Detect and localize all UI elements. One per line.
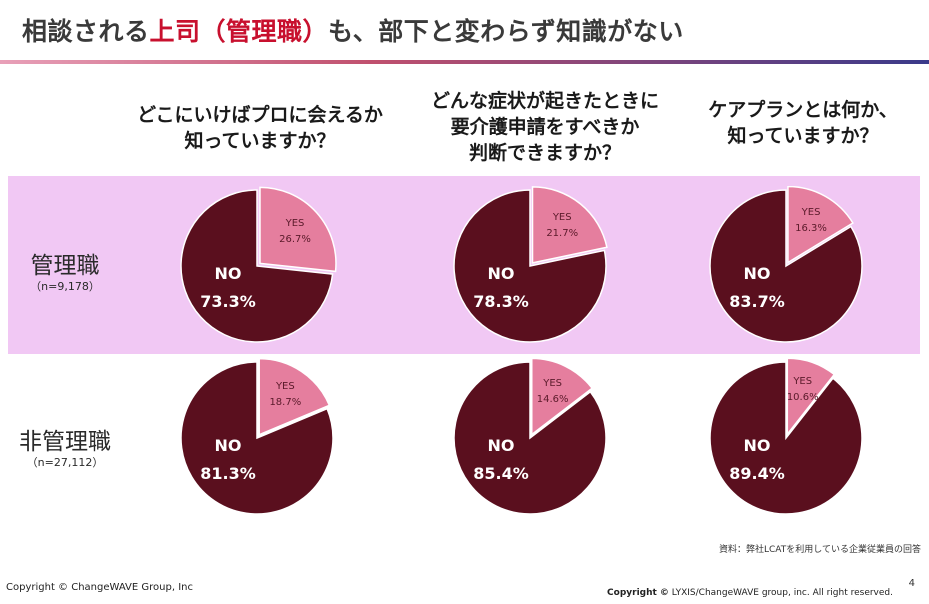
title-prefix: 相談される — [22, 17, 150, 46]
page-title: 相談される上司（管理職）も、部下と変わらず知識がない — [22, 12, 684, 48]
yes-category-label: YES — [285, 217, 305, 229]
yes-value-label: 16.3% — [795, 223, 827, 235]
yes-label: YES 10.6% — [779, 374, 827, 406]
yes-label: YES 26.7% — [271, 216, 319, 248]
no-category-label: NO — [214, 436, 242, 455]
no-value-label: 81.3% — [200, 464, 256, 483]
yes-label: YES 18.7% — [261, 379, 309, 411]
pie-svg — [709, 186, 863, 343]
row-label-manager-n: （n=9,178） — [30, 280, 100, 293]
yes-category-label: YES — [793, 375, 813, 387]
pie-chart-4: YES 18.7% NO 81.3% — [177, 358, 337, 518]
no-category-label: NO — [743, 436, 771, 455]
yes-slice — [787, 186, 854, 264]
no-slice — [453, 189, 607, 343]
no-value-label: 83.7% — [729, 292, 785, 311]
yes-category-label: YES — [543, 378, 563, 390]
no-slice — [180, 189, 334, 343]
question-2: どんな症状が起きたときに 要介護申請をすべきか 判断できますか？ — [405, 88, 685, 166]
question-1-line-2: 知っていますか？ — [184, 130, 336, 152]
question-1: どこにいけばプロに会えるか 知っていますか？ — [120, 102, 400, 154]
no-slice — [709, 361, 863, 515]
pie-svg — [453, 358, 607, 515]
yes-slice — [258, 358, 331, 436]
yes-label: YES 21.7% — [538, 210, 586, 242]
title-underline — [0, 60, 929, 64]
no-category-label: NO — [487, 264, 515, 283]
question-1-line-1: どこにいけばプロに会えるか — [137, 104, 383, 126]
yes-category-label: YES — [275, 381, 295, 393]
yes-value-label: 21.7% — [546, 228, 579, 240]
source-note: 資料：弊社LCATを利用している企業従業員の回答 — [719, 545, 921, 555]
pie-chart-5: YES 14.6% NO 85.4% — [450, 358, 610, 518]
yes-category-label: YES — [801, 207, 821, 219]
no-label: NO 89.4% — [722, 432, 792, 488]
yes-label: YES 14.6% — [529, 376, 577, 408]
no-value-label: 73.3% — [200, 292, 256, 311]
question-3-line-2: 知っていますか？ — [727, 125, 879, 147]
yes-label: YES 16.3% — [787, 205, 835, 237]
yes-slice — [531, 186, 608, 264]
no-category-label: NO — [214, 264, 242, 283]
yes-slice — [259, 186, 337, 273]
title-suffix: も、部下と変わらず知識がない — [328, 17, 684, 46]
pie-svg — [180, 186, 337, 343]
question-3: ケアプランとは何か、 知っていますか？ — [668, 97, 929, 149]
no-value-label: 89.4% — [729, 464, 785, 483]
page-number: 4 — [908, 578, 915, 589]
yes-value-label: 10.6% — [786, 391, 819, 403]
yes-value-label: 26.7% — [279, 233, 311, 245]
row-label-non-manager-n: （n=27,112） — [26, 456, 104, 469]
yes-category-label: YES — [552, 212, 572, 224]
pie-svg — [180, 358, 334, 515]
pie-chart-2: YES 21.7% NO 78.3% — [450, 186, 610, 346]
row-label-non-manager: 非管理職 （n=27,112） — [10, 428, 120, 470]
no-label: NO 83.7% — [722, 260, 792, 316]
row-label-manager-name: 管理職 — [30, 253, 100, 279]
row-label-manager: 管理職 （n=9,178） — [20, 252, 110, 294]
yes-value-label: 18.7% — [269, 397, 302, 409]
pie-svg — [709, 358, 863, 515]
pie-chart-3: YES 16.3% NO 83.7% — [706, 186, 866, 346]
copyright-right-label: Copyright © — [607, 588, 669, 598]
no-label: NO 85.4% — [466, 432, 536, 488]
no-category-label: NO — [743, 264, 771, 283]
copyright-right: Copyright © LYXIS/ChangeWAVE group, inc.… — [607, 588, 893, 598]
pie-chart-6: YES 10.6% NO 89.4% — [706, 358, 866, 518]
pie-svg — [453, 186, 608, 343]
row-label-non-manager-name: 非管理職 — [19, 429, 111, 455]
title-highlight: 上司（管理職） — [149, 17, 329, 46]
question-2-line-3: 判断できますか？ — [468, 142, 621, 164]
yes-value-label: 14.6% — [536, 394, 569, 406]
question-3-line-1: ケアプランとは何か、 — [708, 99, 898, 121]
no-value-label: 78.3% — [473, 292, 529, 311]
no-label: NO 73.3% — [193, 260, 263, 316]
no-value-label: 85.4% — [473, 464, 529, 483]
question-2-line-1: どんな症状が起きたときに — [430, 90, 659, 112]
pie-chart-1: YES 26.7% NO 73.3% — [177, 186, 337, 346]
no-label: NO 78.3% — [466, 260, 536, 316]
no-label: NO 81.3% — [193, 432, 263, 488]
no-slice — [709, 189, 863, 343]
question-2-line-2: 要介護申請をすべきか — [450, 116, 640, 138]
copyright-right-text: LYXIS/ChangeWAVE group, inc. All right r… — [668, 588, 893, 598]
no-category-label: NO — [487, 436, 515, 455]
no-slice — [180, 361, 334, 515]
yes-slice — [531, 358, 594, 436]
no-slice — [453, 361, 607, 515]
yes-slice — [786, 358, 836, 437]
copyright-left: Copyright © ChangeWAVE Group, Inc — [6, 582, 193, 593]
